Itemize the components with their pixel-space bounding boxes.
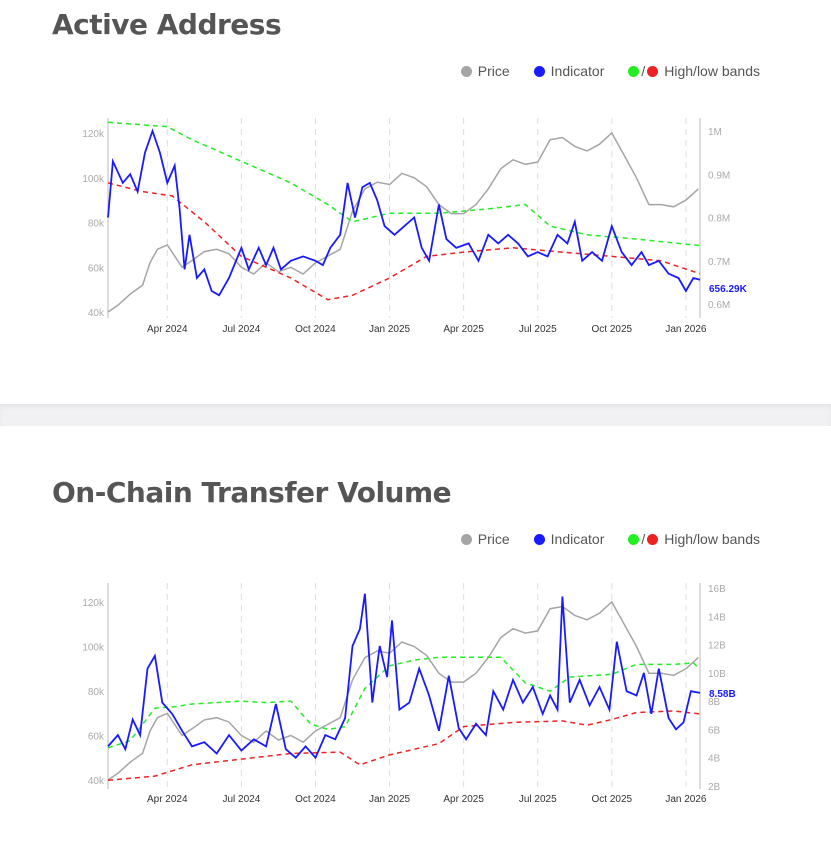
x-tick-label: Jul 2025 xyxy=(519,324,557,335)
high-band-line xyxy=(107,121,701,247)
high-band-dot-icon xyxy=(628,65,640,77)
left-tick-label: 80k xyxy=(88,219,105,230)
legend-transfer-volume: Price Indicator / High/low bands xyxy=(460,531,760,547)
legend-bands[interactable]: / High/low bands xyxy=(628,531,760,547)
indicator-line xyxy=(107,128,701,297)
x-tick-label: Jul 2024 xyxy=(222,794,260,805)
price-line xyxy=(107,600,699,781)
x-tick-label: Jul 2025 xyxy=(519,794,557,805)
right-tick-label: 1M xyxy=(708,127,722,138)
x-tick-label: Jan 2026 xyxy=(665,794,707,805)
left-tick-label: 100k xyxy=(82,643,105,654)
indicator-dot-icon xyxy=(533,65,545,77)
right-tick-label: 6B xyxy=(708,725,721,736)
legend-indicator-label: Indicator xyxy=(550,63,605,79)
right-tick-label: 0.8M xyxy=(708,214,730,225)
left-tick-label: 120k xyxy=(82,598,105,609)
left-tick-label: 60k xyxy=(88,263,105,274)
low-band-line xyxy=(107,182,701,301)
x-tick-label: Apr 2024 xyxy=(147,794,188,805)
last-value-label: 8.58B xyxy=(709,689,736,700)
left-tick-label: 60k xyxy=(88,732,105,743)
section-divider xyxy=(0,404,831,426)
chart-title-active-address: Active Address xyxy=(52,8,282,41)
indicator-dot-icon xyxy=(533,533,545,545)
right-tick-label: 8B xyxy=(708,697,721,708)
high-band-line xyxy=(107,656,701,749)
price-dot-icon xyxy=(460,65,472,77)
right-tick-label: 12B xyxy=(708,641,726,652)
right-tick-label: 10B xyxy=(708,669,726,680)
x-tick-label: Oct 2025 xyxy=(592,324,633,335)
low-band-line xyxy=(107,710,701,782)
legend-price-label: Price xyxy=(477,531,510,547)
legend-bands-label: High/low bands xyxy=(664,63,760,79)
left-tick-label: 40k xyxy=(88,308,105,319)
price-dot-icon xyxy=(460,533,472,545)
legend-bands[interactable]: / High/low bands xyxy=(628,63,760,79)
legend-slash: / xyxy=(641,531,646,547)
legend-indicator[interactable]: Indicator xyxy=(533,531,605,547)
indicator-line xyxy=(107,593,701,760)
right-tick-label: 0.7M xyxy=(708,257,730,268)
active-address-chart[interactable]: Apr 2024 Jul 2024 Oct 2024 Jan 2025 Apr 2025… xyxy=(0,0,831,400)
left-tick-label: 40k xyxy=(88,776,105,787)
left-tick-label: 100k xyxy=(82,174,105,185)
high-band-dot-icon xyxy=(628,533,640,545)
legend-price[interactable]: Price xyxy=(460,63,510,79)
legend-indicator-label: Indicator xyxy=(550,531,605,547)
legend-bands-label: High/low bands xyxy=(664,531,760,547)
legend-price-label: Price xyxy=(477,63,510,79)
low-band-dot-icon xyxy=(647,533,659,545)
legend-price[interactable]: Price xyxy=(460,531,510,547)
right-tick-label: 0.9M xyxy=(708,170,730,181)
left-tick-label: 80k xyxy=(88,687,105,698)
x-tick-label: Jan 2025 xyxy=(369,794,411,805)
right-tick-label: 0.6M xyxy=(708,300,730,311)
last-value-label: 656.29K xyxy=(709,284,748,295)
x-tick-label: Apr 2025 xyxy=(443,794,484,805)
x-tick-label: Oct 2024 xyxy=(295,794,336,805)
legend-active-address: Price Indicator / High/low bands xyxy=(460,63,760,79)
right-tick-label: 16B xyxy=(708,584,726,595)
legend-indicator[interactable]: Indicator xyxy=(533,63,605,79)
x-tick-label: Oct 2025 xyxy=(592,794,633,805)
right-tick-label: 14B xyxy=(708,612,726,623)
x-tick-label: Oct 2024 xyxy=(295,324,336,335)
legend-slash: / xyxy=(641,63,646,79)
right-tick-label: 4B xyxy=(708,754,721,765)
x-tick-label: Apr 2025 xyxy=(443,324,484,335)
left-tick-label: 120k xyxy=(82,129,105,140)
low-band-dot-icon xyxy=(647,65,659,77)
chart-title-transfer-volume: On-Chain Transfer Volume xyxy=(52,476,452,509)
x-tick-label: Jan 2025 xyxy=(369,324,411,335)
x-tick-label: Jan 2026 xyxy=(665,324,707,335)
right-tick-label: 2B xyxy=(708,782,721,793)
x-tick-label: Jul 2024 xyxy=(222,324,260,335)
x-tick-label: Apr 2024 xyxy=(147,324,188,335)
